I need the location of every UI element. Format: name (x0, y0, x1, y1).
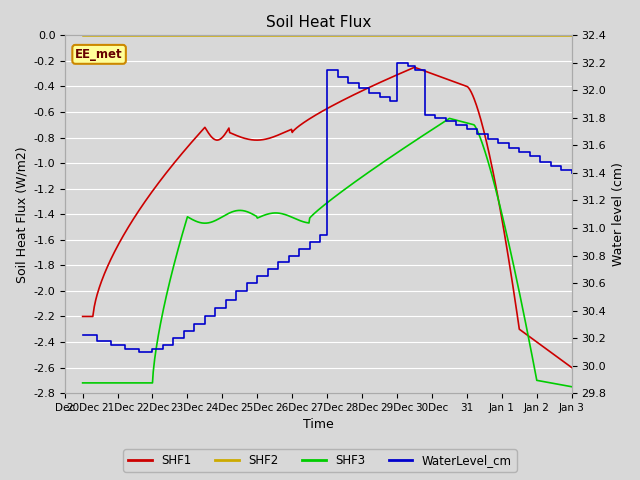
SHF3 (445, 116, 453, 121)
WaterLevel_cm (568, 170, 575, 176)
SHF2 (101, 33, 109, 38)
SHF3 (216, 215, 224, 221)
SHF1 (347, 94, 355, 99)
SHF1 (216, 136, 224, 142)
SHF3 (568, 384, 575, 390)
SHF1 (475, 109, 483, 115)
X-axis label: Time: Time (303, 419, 334, 432)
SHF1 (411, 64, 419, 70)
SHF1 (413, 65, 420, 71)
SHF2 (474, 33, 482, 38)
Line: SHF3: SHF3 (83, 119, 572, 387)
SHF3 (347, 182, 355, 188)
SHF2 (412, 33, 420, 38)
WaterLevel_cm (134, 349, 142, 355)
SHF2 (216, 33, 224, 38)
WaterLevel_cm (393, 60, 401, 66)
WaterLevel_cm (484, 132, 492, 137)
WaterLevel_cm (79, 333, 86, 338)
WaterLevel_cm (201, 313, 209, 319)
SHF3 (101, 380, 109, 386)
Line: WaterLevel_cm: WaterLevel_cm (83, 63, 572, 352)
Title: Soil Heat Flux: Soil Heat Flux (266, 15, 371, 30)
WaterLevel_cm (431, 115, 439, 121)
Text: EE_met: EE_met (76, 48, 123, 61)
SHF1 (79, 313, 86, 319)
Y-axis label: Soil Heat Flux (W/m2): Soil Heat Flux (W/m2) (15, 146, 28, 283)
SHF3 (364, 170, 371, 176)
WaterLevel_cm (170, 342, 177, 348)
SHF1 (364, 85, 371, 91)
Y-axis label: Water level (cm): Water level (cm) (612, 162, 625, 266)
SHF2 (568, 33, 575, 38)
SHF3 (412, 137, 420, 143)
SHF2 (347, 33, 355, 38)
SHF3 (475, 131, 483, 136)
SHF1 (568, 365, 575, 371)
Line: SHF1: SHF1 (83, 67, 572, 368)
WaterLevel_cm (344, 74, 352, 80)
WaterLevel_cm (180, 328, 188, 334)
SHF3 (79, 380, 86, 386)
SHF1 (101, 269, 109, 275)
SHF2 (364, 33, 371, 38)
SHF2 (79, 33, 86, 38)
Legend: SHF1, SHF2, SHF3, WaterLevel_cm: SHF1, SHF2, SHF3, WaterLevel_cm (124, 449, 516, 472)
